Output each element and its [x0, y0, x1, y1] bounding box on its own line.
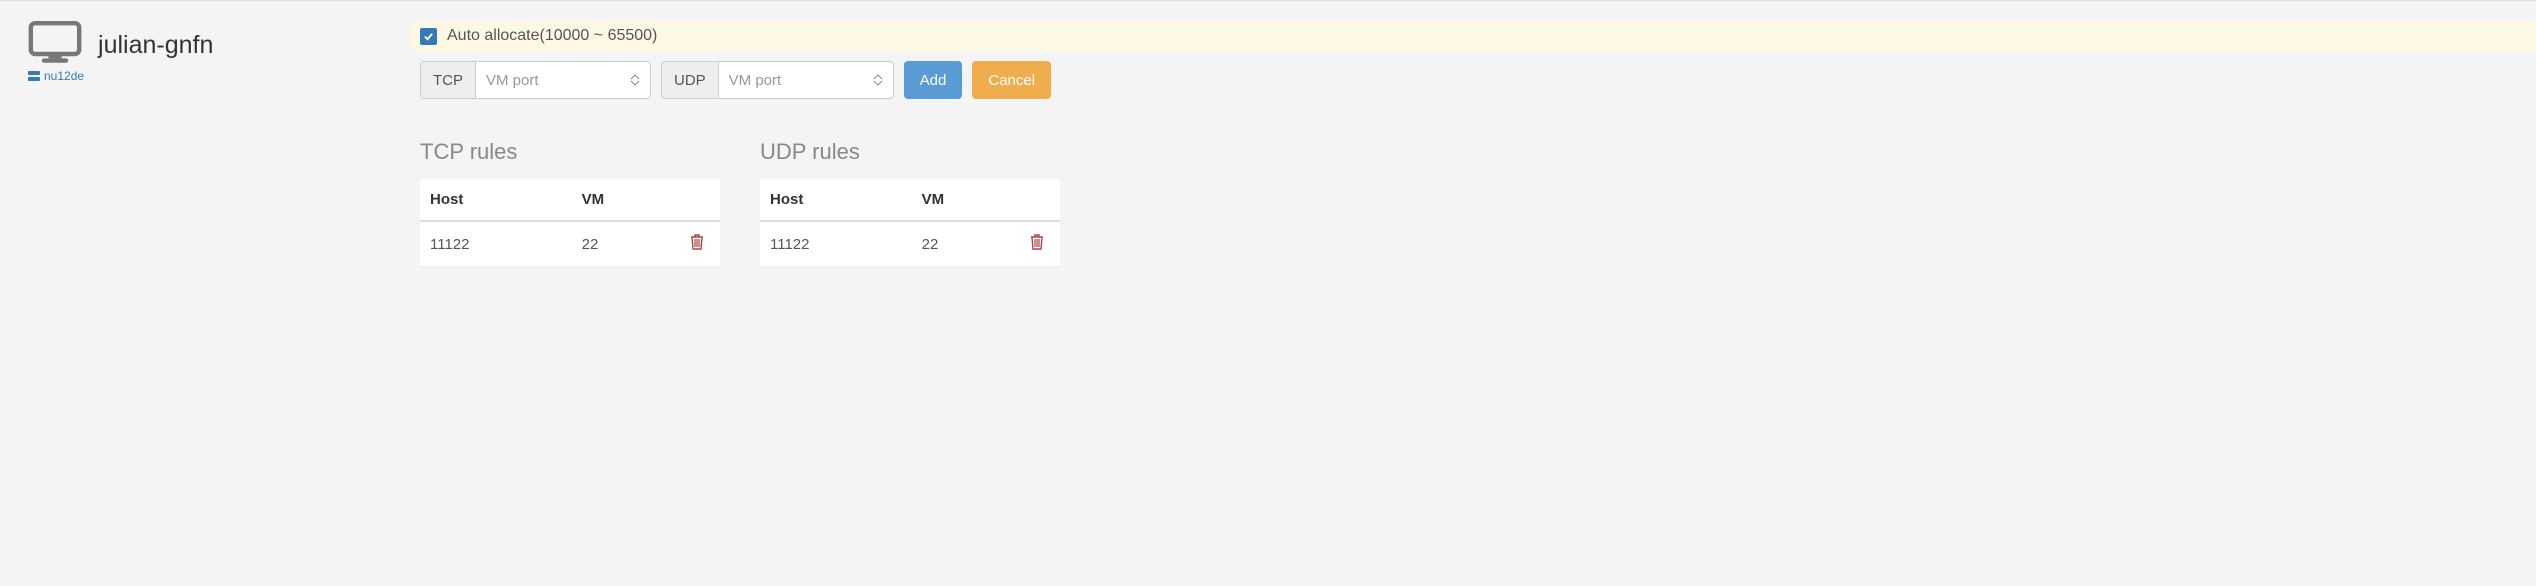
trash-icon[interactable] [1030, 234, 1044, 250]
udp-addon: UDP [662, 62, 719, 98]
udp-rules-title: UDP rules [760, 139, 1060, 165]
host-cell: 11122 [760, 221, 912, 267]
udp-port-group: UDP [661, 61, 894, 99]
server-icon [28, 71, 40, 81]
stepper-icon[interactable] [626, 62, 650, 98]
host-link-label: nu12de [44, 69, 84, 83]
vm-cell: 22 [572, 221, 680, 267]
host-cell: 11122 [420, 221, 572, 267]
tcp-port-input[interactable] [476, 62, 626, 98]
col-host: Host [420, 179, 572, 221]
udp-rules-table: Host VM 1112222 [760, 179, 1060, 267]
tcp-rules-title: TCP rules [420, 139, 720, 165]
vm-name: julian-gnfn [98, 21, 213, 60]
tcp-rules-table: Host VM 1112222 [420, 179, 720, 267]
col-vm: VM [912, 179, 1020, 221]
stepper-icon[interactable] [869, 62, 893, 98]
cancel-button[interactable]: Cancel [972, 61, 1051, 99]
table-row: 1112222 [760, 221, 1060, 267]
col-vm: VM [572, 179, 680, 221]
auto-allocate-checkbox[interactable] [420, 28, 437, 45]
trash-icon[interactable] [690, 234, 704, 250]
tcp-port-group: TCP [420, 61, 651, 99]
udp-port-input[interactable] [719, 62, 869, 98]
auto-allocate-bar: Auto allocate(10000 ~ 65500) [410, 21, 2536, 51]
monitor-icon [28, 21, 84, 65]
col-host: Host [760, 179, 912, 221]
auto-allocate-label: Auto allocate(10000 ~ 65500) [447, 27, 657, 45]
table-row: 1112222 [420, 221, 720, 267]
vm-cell: 22 [912, 221, 1020, 267]
host-link[interactable]: nu12de [28, 69, 84, 83]
add-button[interactable]: Add [904, 61, 963, 99]
tcp-addon: TCP [421, 62, 476, 98]
